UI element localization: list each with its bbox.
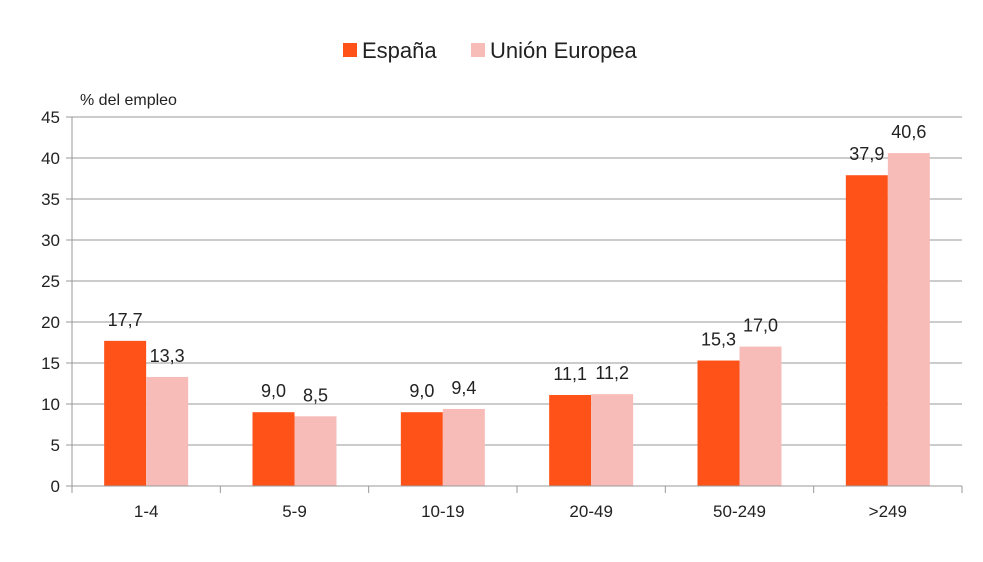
bars (104, 153, 930, 486)
value-label-union-europea: 9,4 (451, 378, 476, 398)
legend-swatch-espana (343, 43, 357, 57)
bar-union-europea (294, 416, 337, 486)
value-label-espana: 11,1 (553, 364, 587, 384)
bar-union-europea (591, 394, 634, 486)
bar-union-europea (887, 153, 930, 486)
value-label-union-europea: 13,3 (150, 346, 185, 366)
legend: España Unión Europea (343, 38, 638, 63)
y-tick-label: 35 (41, 190, 60, 209)
y-tick-label: 5 (51, 436, 60, 455)
legend-swatch-union-europea (471, 43, 485, 57)
x-category-label: 50-249 (713, 502, 766, 521)
value-label-union-europea: 17,0 (743, 316, 778, 336)
value-label-espana: 9,0 (409, 381, 434, 401)
bar-espana (252, 412, 295, 486)
axes (71, 117, 962, 487)
y-tick-label: 45 (41, 108, 60, 127)
value-labels: 17,7 13,3 9,0 8,5 9,0 9,4 11,1 11,2 15,3 17,0 37,9… (108, 122, 927, 405)
x-axis-ticks: 1-4 5-9 10-19 20-49 50-249 >249 (71, 486, 963, 521)
value-label-union-europea: 11,2 (595, 363, 629, 383)
x-category-label: 1-4 (134, 502, 159, 521)
y-tick-label: 20 (41, 313, 60, 332)
y-axis-ticks: 0 5 10 15 20 25 30 35 40 45 (41, 108, 72, 496)
bar-espana (104, 340, 147, 486)
y-tick-label: 25 (41, 272, 60, 291)
value-label-espana: 17,7 (108, 310, 143, 330)
legend-label-union-europea: Unión Europea (490, 38, 638, 63)
gridlines (72, 116, 962, 446)
y-tick-label: 15 (41, 354, 60, 373)
value-label-espana: 15,3 (701, 330, 736, 350)
y-tick-label: 0 (51, 477, 60, 496)
bar-espana (845, 175, 888, 486)
bar-espana (697, 360, 740, 486)
bar-union-europea (442, 408, 485, 486)
legend-label-espana: España (362, 38, 437, 63)
value-label-espana: 9,0 (261, 381, 286, 401)
x-category-label: 10-19 (421, 502, 464, 521)
bar-union-europea (146, 376, 189, 486)
x-category-label: 20-49 (569, 502, 612, 521)
value-label-union-europea: 8,5 (303, 385, 328, 405)
value-label-espana: 37,9 (849, 144, 884, 164)
x-category-label: 5-9 (282, 502, 307, 521)
bar-union-europea (739, 346, 782, 486)
bar-espana (400, 412, 443, 486)
y-axis-unit-label: % del empleo (80, 92, 177, 109)
y-tick-label: 30 (41, 231, 60, 250)
value-label-union-europea: 40,6 (891, 122, 926, 142)
y-tick-label: 10 (41, 395, 60, 414)
bar-espana (549, 394, 592, 486)
y-tick-label: 40 (41, 149, 60, 168)
x-category-label: >249 (869, 502, 907, 521)
